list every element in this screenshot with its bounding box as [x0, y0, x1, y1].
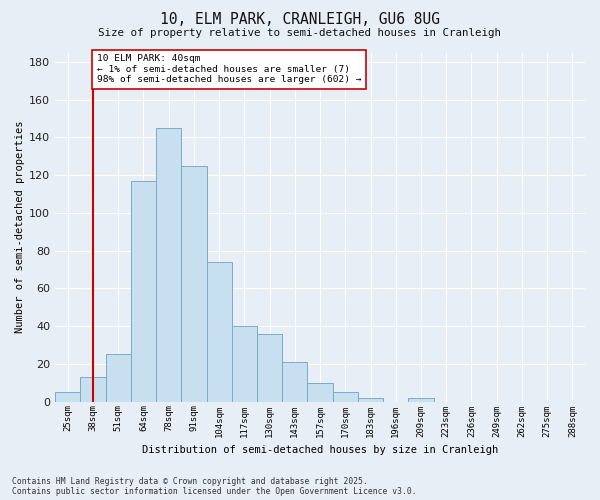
Bar	[181, 166, 206, 402]
Bar	[257, 334, 282, 402]
Text: 10, ELM PARK, CRANLEIGH, GU6 8UG: 10, ELM PARK, CRANLEIGH, GU6 8UG	[160, 12, 440, 28]
Text: 10 ELM PARK: 40sqm
← 1% of semi-detached houses are smaller (7)
98% of semi-deta: 10 ELM PARK: 40sqm ← 1% of semi-detached…	[97, 54, 361, 84]
Y-axis label: Number of semi-detached properties: Number of semi-detached properties	[15, 121, 25, 334]
Bar	[282, 362, 307, 402]
Bar	[206, 262, 232, 402]
X-axis label: Distribution of semi-detached houses by size in Cranleigh: Distribution of semi-detached houses by …	[142, 445, 498, 455]
Bar	[156, 128, 181, 402]
Text: Contains HM Land Registry data © Crown copyright and database right 2025.
Contai: Contains HM Land Registry data © Crown c…	[12, 476, 416, 496]
Bar	[307, 383, 332, 402]
Bar	[55, 392, 80, 402]
Bar	[358, 398, 383, 402]
Bar	[131, 181, 156, 402]
Bar	[332, 392, 358, 402]
Text: Size of property relative to semi-detached houses in Cranleigh: Size of property relative to semi-detach…	[98, 28, 502, 38]
Bar	[232, 326, 257, 402]
Bar	[409, 398, 434, 402]
Bar	[80, 377, 106, 402]
Bar	[106, 354, 131, 402]
